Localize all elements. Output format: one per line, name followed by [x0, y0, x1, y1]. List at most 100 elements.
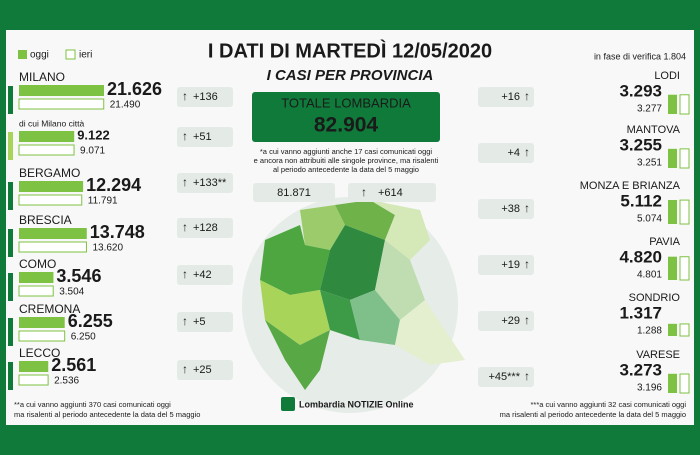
value-yesterday: 1.288: [637, 326, 662, 337]
arrow: ↑: [524, 145, 530, 159]
bar-today: [19, 85, 104, 96]
change-pill: [177, 312, 233, 332]
arrow: ↑: [524, 89, 530, 103]
value-yesterday: 3.277: [637, 104, 662, 115]
province-name: MILANO: [19, 70, 65, 84]
arrow: ↑: [524, 369, 530, 383]
arrow: ↑: [182, 267, 188, 281]
arrow: ↑: [182, 362, 188, 376]
bar-today: [19, 272, 54, 283]
bar-today: [668, 256, 677, 280]
value-today: 1.317: [619, 303, 662, 322]
accent: [8, 362, 13, 390]
total-previous: 81.871: [277, 187, 311, 199]
value-today: 3.255: [619, 135, 662, 154]
arrow: ↑: [182, 89, 188, 103]
value-yesterday: 4.801: [637, 270, 662, 281]
accent: [8, 318, 13, 346]
value-today: 9.122: [77, 127, 110, 142]
bar-yesterday: [18, 374, 49, 386]
change: +25: [193, 364, 212, 376]
bar-yesterday: [18, 330, 66, 342]
bar-yesterday: [679, 256, 690, 281]
legend-swatch-yesterday: [65, 49, 76, 60]
change-pill: [177, 173, 233, 193]
accent: [8, 182, 13, 210]
bar-today: [668, 373, 677, 393]
value-yesterday: 9.071: [80, 146, 105, 157]
value-yesterday: 6.250: [71, 332, 96, 343]
arrow: ↑: [182, 175, 188, 189]
province-name: BERGAMO: [19, 166, 80, 180]
value-yesterday: 5.074: [637, 214, 662, 225]
title: I DATI DI MARTEDÌ 12/05/2020: [208, 39, 492, 62]
total-note: e ancora non attribuiti alle singole pro…: [254, 156, 439, 165]
bar-today: [19, 228, 87, 239]
arrow: ↑: [524, 201, 530, 215]
arrow: ↑: [182, 220, 188, 234]
logo-mark: [281, 397, 295, 411]
change-pill: [478, 311, 534, 331]
value-today: 3.546: [56, 266, 101, 286]
bar-yesterday: [18, 241, 87, 253]
province-name: VARESE: [636, 349, 680, 361]
bar-today: [19, 181, 84, 192]
province-name: MANTOVA: [627, 124, 681, 136]
province-name: PAVIA: [649, 236, 680, 248]
value-yesterday: 2.536: [54, 376, 79, 387]
total-box: [252, 92, 440, 142]
change-pill: [177, 87, 233, 107]
province-name: SONDRIO: [629, 292, 681, 304]
change-pill: [177, 265, 233, 285]
change: +4: [507, 147, 520, 159]
province-name: BRESCIA: [19, 213, 72, 227]
bar-today: [19, 131, 75, 142]
province-name: CREMONA: [19, 302, 80, 316]
content: I DATI DI MARTEDÌ 12/05/2020 I CASI PER P…: [8, 39, 690, 419]
map: [242, 197, 465, 413]
province-name: di cui Milano città: [19, 118, 84, 128]
verification: in fase di verifica 1.804: [594, 51, 686, 61]
previous-pill: [253, 183, 335, 202]
accent: [8, 273, 13, 301]
change: +136: [193, 91, 218, 103]
value-today: 13.748: [90, 222, 145, 242]
arrow: ↑: [361, 185, 367, 199]
total-change: +614: [378, 187, 403, 199]
value-yesterday: 21.490: [110, 100, 141, 111]
bar-yesterday: [18, 194, 83, 206]
change: +38: [501, 203, 520, 215]
bar-today: [19, 361, 49, 372]
arrow: ↑: [182, 314, 188, 328]
value-today: 3.293: [619, 81, 662, 100]
bar-today: [668, 200, 677, 224]
bar-yesterday: [679, 323, 690, 337]
change: +51: [193, 131, 212, 143]
accent: [8, 132, 13, 160]
change: +19: [501, 259, 520, 271]
value-today: 21.626: [107, 79, 162, 99]
change-pill: [478, 367, 534, 387]
bar-yesterday: [18, 98, 105, 110]
value-yesterday: 3.251: [637, 158, 662, 169]
change-pill: [478, 199, 534, 219]
total-value: 82.904: [314, 114, 379, 137]
legend-swatch-today: [18, 50, 27, 59]
province-name: COMO: [19, 257, 56, 271]
footnote: **a cui vanno aggiunti 370 casi comunica…: [14, 400, 171, 409]
value-today: 4.820: [619, 247, 662, 266]
province-name: LODI: [654, 70, 680, 82]
change-pill: [177, 360, 233, 380]
change-pill: [478, 255, 534, 275]
value-today: 2.561: [51, 355, 96, 375]
bar-today: [19, 317, 65, 328]
legend-today: oggi: [30, 50, 49, 61]
footnote: ***a cui vanno aggiunti 32 casi comunica…: [530, 400, 686, 409]
total-note: *a cui vanno aggiunti anche 17 casi comu…: [260, 147, 433, 156]
province-name: LECCO: [19, 346, 60, 360]
accent: [8, 86, 13, 114]
footnote: ma risalenti al periodo antecedente la d…: [500, 410, 686, 419]
value-today: 3.273: [619, 360, 662, 379]
change: +128: [193, 222, 218, 234]
